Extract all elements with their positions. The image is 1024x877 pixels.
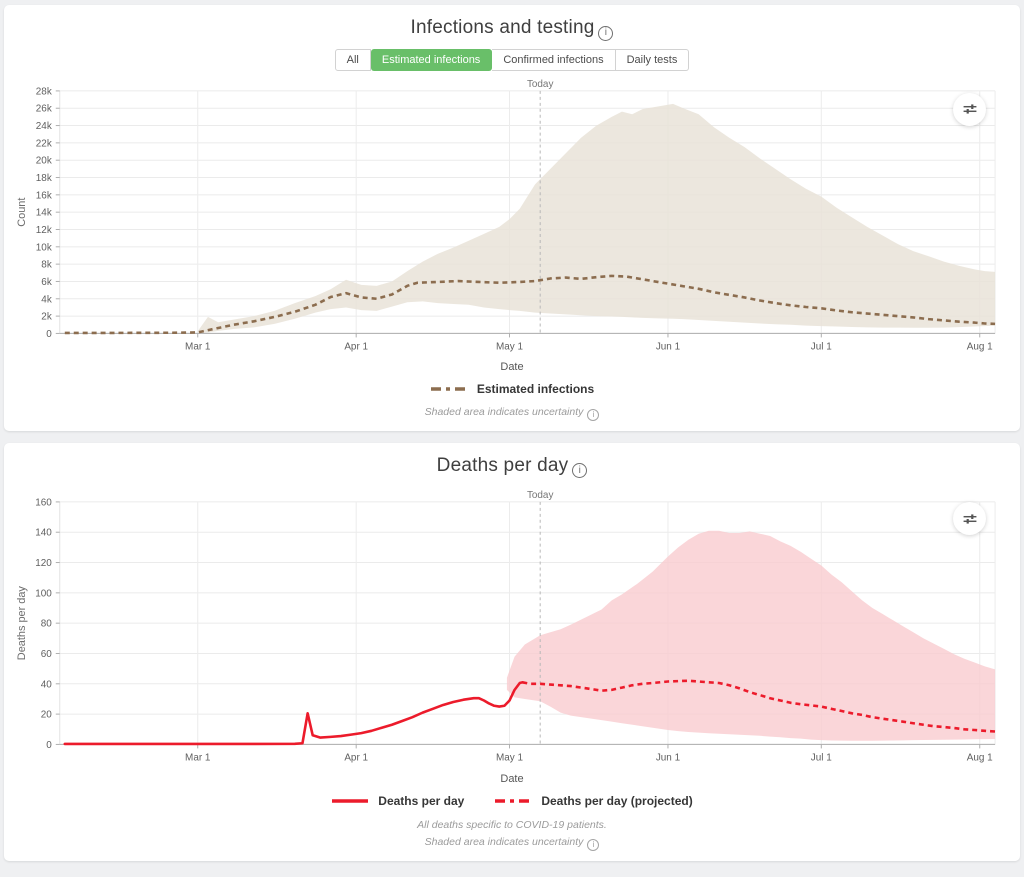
svg-text:10k: 10k (36, 242, 52, 253)
svg-text:Count: Count (16, 197, 28, 226)
svg-text:26k: 26k (36, 103, 52, 114)
chart-settings-button[interactable] (953, 92, 986, 126)
legend-label: Deaths per day (projected) (541, 793, 693, 808)
legend-label: Estimated infections (476, 381, 595, 396)
svg-text:120: 120 (35, 558, 52, 569)
svg-text:2k: 2k (41, 311, 52, 322)
svg-text:Jun 1: Jun 1 (656, 753, 681, 764)
deaths-title-text: Deaths per day (436, 454, 569, 476)
tab-confirmed-infections[interactable]: Confirmed infections (492, 48, 616, 71)
svg-text:100: 100 (35, 589, 52, 600)
svg-text:Today: Today (527, 490, 554, 501)
deaths-chart: 0 20 40 60 80 100 120 140 160 Mar 1 Apr 1 May 1 Jun … (16, 490, 996, 764)
svg-text:Today: Today (527, 79, 554, 90)
chart-type-tabs: All Estimated infections Confirmed infec… (10, 48, 1014, 71)
info-icon[interactable]: i (587, 408, 600, 421)
svg-text:Mar 1: Mar 1 (185, 341, 211, 352)
infections-title-text: Infections and testing (410, 17, 595, 38)
info-icon[interactable]: i (587, 839, 600, 852)
infections-card-title: Infections and testing i (10, 17, 1014, 41)
tab-all[interactable]: All (334, 48, 371, 71)
svg-text:Aug 1: Aug 1 (967, 341, 993, 352)
deaths-card: Deaths per day i 0 20 40 60 80 100 120 140 160 Mar… (4, 442, 1020, 862)
legend-label: Deaths per day (378, 793, 465, 808)
solid-line-swatch (332, 798, 369, 803)
infections-legend: Estimated infections (10, 382, 1014, 396)
x-axis-title: Date (500, 772, 524, 785)
svg-text:Aug 1: Aug 1 (967, 753, 993, 764)
tab-estimated-infections[interactable]: Estimated infections (370, 48, 493, 71)
chart-settings-button[interactable] (953, 502, 986, 536)
infections-card: Infections and testing i All Estimated in… (4, 5, 1020, 431)
svg-text:22k: 22k (36, 138, 52, 149)
svg-text:6k: 6k (41, 277, 52, 288)
svg-text:Apr 1: Apr 1 (344, 753, 368, 764)
uncertainty-caption: Shaded area indicates uncertainty i (10, 835, 1014, 852)
legend-item-estimated-infections: Estimated infections (430, 382, 594, 396)
svg-text:24k: 24k (36, 121, 52, 132)
svg-text:Deaths per day: Deaths per day (16, 586, 28, 661)
svg-text:4k: 4k (41, 294, 52, 305)
svg-text:160: 160 (35, 498, 52, 509)
svg-text:40: 40 (41, 680, 53, 691)
svg-text:Jul 1: Jul 1 (811, 341, 832, 352)
svg-text:60: 60 (41, 649, 53, 660)
svg-text:80: 80 (41, 619, 53, 630)
deaths-legend: Deaths per day Deaths per day (projected… (10, 794, 1014, 808)
svg-text:May 1: May 1 (496, 341, 524, 352)
deaths-card-title: Deaths per day i (10, 455, 1014, 479)
dashed-line-swatch (495, 798, 532, 803)
legend-item-deaths-projected: Deaths per day (projected) (494, 793, 693, 808)
svg-text:Apr 1: Apr 1 (344, 341, 368, 352)
svg-text:Jun 1: Jun 1 (656, 341, 681, 352)
deaths-note-caption: All deaths specific to COVID-19 patients… (417, 818, 607, 831)
infections-chart: 0 2k 4k 6k 8k 10k 12k 14k 16k 18k 20k 22k 24k 26k 28k M… (16, 79, 996, 352)
deaths-chart-area: 0 20 40 60 80 100 120 140 160 Mar 1 Apr 1 May 1 Jun … (10, 486, 1014, 772)
svg-text:Jul 1: Jul 1 (811, 753, 832, 764)
info-icon[interactable]: i (598, 25, 614, 41)
svg-text:12k: 12k (36, 225, 52, 236)
infections-chart-area: 0 2k 4k 6k 8k 10k 12k 14k 16k 18k 20k 22k 24k 26k 28k M… (10, 75, 1014, 361)
svg-text:Mar 1: Mar 1 (185, 753, 211, 764)
svg-text:0: 0 (46, 329, 52, 340)
svg-text:20: 20 (41, 710, 53, 721)
svg-text:20k: 20k (36, 155, 52, 166)
svg-text:14k: 14k (36, 207, 52, 218)
svg-text:18k: 18k (36, 173, 52, 184)
tab-daily-tests[interactable]: Daily tests (615, 48, 690, 71)
x-axis-title: Date (500, 360, 524, 373)
uncertainty-caption: Shaded area indicates uncertainty i (10, 405, 1014, 421)
sliders-icon (963, 104, 976, 114)
dashed-line-swatch (430, 387, 467, 391)
sliders-icon (963, 514, 976, 524)
info-icon[interactable]: i (572, 463, 588, 479)
svg-text:May 1: May 1 (496, 753, 524, 764)
svg-text:8k: 8k (41, 259, 52, 270)
svg-text:140: 140 (35, 528, 52, 539)
svg-text:16k: 16k (36, 190, 52, 201)
legend-item-deaths: Deaths per day (331, 794, 464, 808)
svg-text:28k: 28k (36, 86, 52, 97)
svg-text:0: 0 (46, 740, 52, 751)
